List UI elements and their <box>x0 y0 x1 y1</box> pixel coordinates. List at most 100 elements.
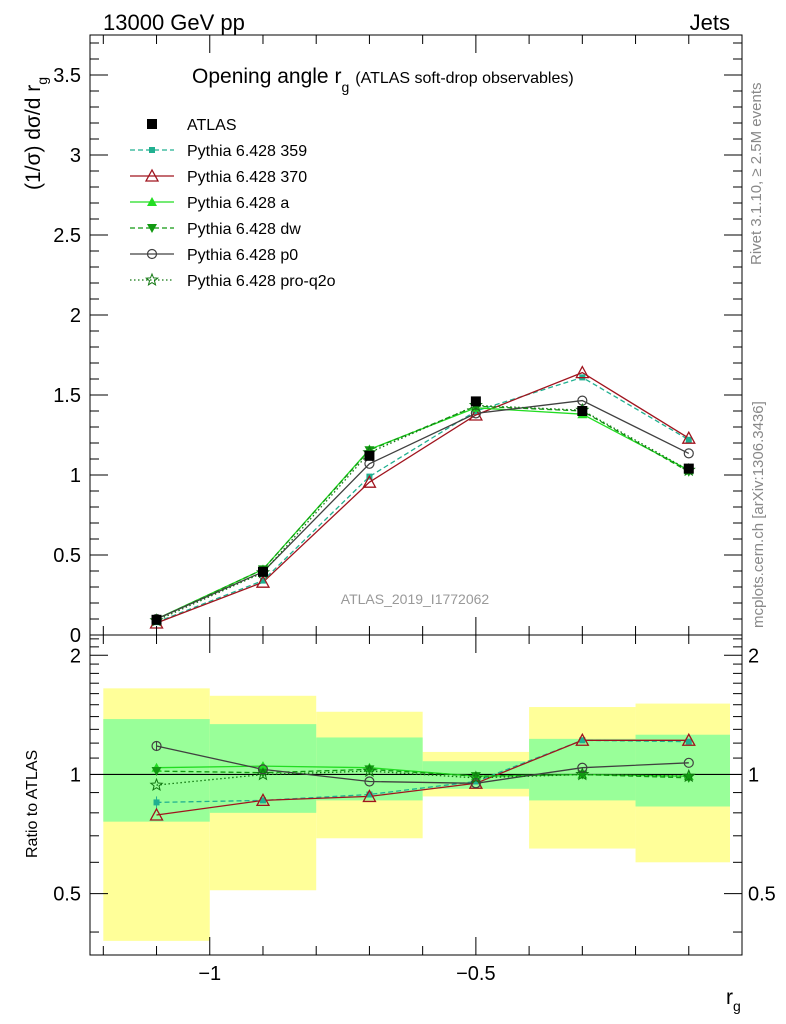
ratio-series-0-point-0 <box>153 799 160 806</box>
ratio-y-tick-label-right: 0.5 <box>748 884 776 906</box>
legend-data-marker <box>147 119 157 129</box>
main-y-tick-label: 3 <box>70 145 81 167</box>
ratio-y-tick-label: 2 <box>70 645 81 667</box>
ratio-series-line-5 <box>156 770 689 786</box>
main-series-line-2 <box>156 407 690 620</box>
legend-marker-4 <box>146 248 158 260</box>
chart-title-subscript: g <box>341 79 349 95</box>
main-y-tick-label: 3.5 <box>53 65 81 87</box>
ratio-y-axis-label: Ratio to ATLAS <box>24 750 41 858</box>
ratio-series-1-point-4 <box>575 732 590 746</box>
x-axis-label: rg <box>726 986 741 1014</box>
ratio-axes-layer: 0.5 0.5 1 1 2 2 −1 −0.5 <box>53 635 776 985</box>
ratio-series-0-point-1 <box>259 797 266 804</box>
legend-label-4: Pythia 6.428 p0 <box>187 247 298 264</box>
legend: ATLAS Pythia 6.428 359 Pythia 6.428 370 Pyt… <box>130 117 336 290</box>
legend-marker-2 <box>147 197 157 206</box>
ratio-plot-frame <box>89 634 743 956</box>
main-y-tick-label: 1 <box>70 465 81 487</box>
main-y-tick-label: 2 <box>70 305 81 327</box>
ratio-series-4-point-4 <box>577 762 588 773</box>
main-series-3-point-2 <box>364 446 375 456</box>
ratio-series-2-point-1 <box>257 761 268 771</box>
main-y-axis-label-subscript: g <box>34 77 50 85</box>
ratio-series-line-4 <box>156 745 689 784</box>
ratio-inner-band-5 <box>635 734 730 807</box>
ratio-y-tick-label: 1 <box>70 764 81 786</box>
ratio-series-1-point-2 <box>362 789 377 803</box>
main-series-0-point-1 <box>259 577 266 584</box>
legend-marker-1 <box>144 168 160 182</box>
ratio-y-tick-label-right: 1 <box>748 764 759 786</box>
data-point-4 <box>577 406 588 416</box>
ratio-series-5-point-2 <box>362 763 377 778</box>
ratio-series-4-point-1 <box>257 764 269 775</box>
legend-marker-3 <box>147 224 157 233</box>
x-tick-label: −1 <box>198 963 221 985</box>
x-tick-label: −0.5 <box>456 963 495 985</box>
main-series-line-0 <box>156 376 690 623</box>
legend-label-0: Pythia 6.428 359 <box>187 143 307 160</box>
main-data-layer <box>151 396 694 625</box>
ratio-series-0-point-4 <box>579 737 586 744</box>
main-y-axis-label-main: (1/σ) dσ/d r <box>22 85 45 190</box>
ratio-series-5-point-1 <box>255 767 270 781</box>
chart-title: Opening angle rg (ATLAS soft-drop observa… <box>192 65 574 95</box>
ratio-series-5-point-3 <box>468 770 483 784</box>
main-series-0-point-5 <box>685 436 692 443</box>
ratio-series-0-point-5 <box>685 738 692 745</box>
legend-marker-5 <box>144 272 160 286</box>
ratio-bands-layer <box>90 688 742 941</box>
rivet-version-label: Rivet 3.1.10, ≥ 2.5M events <box>748 83 765 266</box>
ratio-series-layer <box>149 732 696 821</box>
ratio-series-5-point-4 <box>575 767 590 781</box>
header-energy-label: 13000 GeV pp <box>103 10 245 35</box>
x-axis-label-main: r <box>726 986 733 1009</box>
main-series-line-5 <box>156 404 690 622</box>
main-series-line-1 <box>156 371 690 624</box>
data-point-3 <box>470 396 481 407</box>
main-series-layer <box>149 365 696 629</box>
main-axes-layer: 0 0.5 1 1.5 2 2.5 3 3.5 <box>53 35 742 647</box>
main-y-tick-label: 0 <box>70 625 81 647</box>
ratio-series-3-point-1 <box>257 768 268 778</box>
legend-label-3: Pythia 6.428 dw <box>187 221 301 238</box>
main-series-4-point-3 <box>470 408 481 419</box>
legend-label-2: Pythia 6.428 a <box>187 195 289 212</box>
ratio-series-5-point-5 <box>681 768 696 783</box>
main-series-line-4 <box>156 399 690 620</box>
main-series-1-point-5 <box>681 430 696 444</box>
main-series-line-3 <box>156 405 690 620</box>
header-jets-label: Jets <box>690 10 730 35</box>
mcplots-label: mcplots.cern.ch [arXiv:1306.3436] <box>750 401 767 628</box>
x-axis-label-subscript: g <box>733 998 741 1014</box>
ratio-series-4-point-5 <box>683 757 694 768</box>
main-series-1-point-3 <box>468 407 483 421</box>
ratio-series-3-point-0 <box>151 767 162 777</box>
ratio-series-1-point-5 <box>681 732 696 746</box>
ratio-series-1-point-1 <box>255 793 271 807</box>
data-point-1 <box>257 566 268 577</box>
legend-marker-0 <box>149 147 155 153</box>
chart-title-extra: (ATLAS soft-drop observables) <box>355 70 573 87</box>
ratio-series-0-point-2 <box>366 791 373 798</box>
ratio-series-3-point-3 <box>470 772 481 782</box>
legend-data-label: ATLAS <box>187 117 237 134</box>
main-y-tick-label: 0.5 <box>53 545 81 567</box>
legend-label-1: Pythia 6.428 370 <box>187 169 307 186</box>
chart-title-main: Opening angle r <box>192 65 341 88</box>
main-series-1-point-2 <box>362 474 377 488</box>
data-point-5 <box>683 463 694 474</box>
main-y-tick-label: 1.5 <box>53 385 81 407</box>
main-y-axis-label: (1/σ) dσ/d rg <box>22 77 50 190</box>
ratio-series-3-point-2 <box>364 765 375 775</box>
ratio-y-tick-label-right: 2 <box>748 645 759 667</box>
ratio-series-line-1 <box>156 739 689 816</box>
main-series-4-point-5 <box>683 448 694 459</box>
ratio-series-4-point-0 <box>151 740 162 752</box>
ratio-series-4-point-2 <box>364 776 375 787</box>
legend-label-5: Pythia 6.428 pro-q2o <box>187 273 336 290</box>
main-y-tick-label: 2.5 <box>53 225 81 247</box>
data-point-0 <box>151 614 162 625</box>
